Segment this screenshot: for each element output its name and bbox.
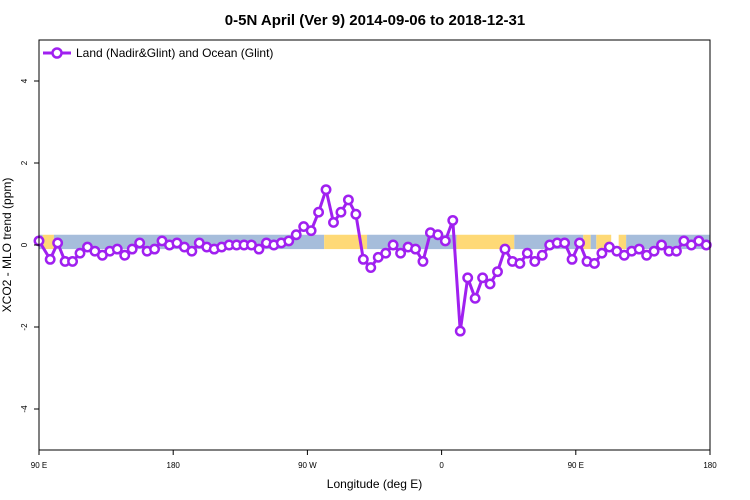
data-point-72 [574, 237, 585, 249]
x-tick-label-2: 90 W [298, 461, 317, 470]
data-point-1 [44, 253, 56, 265]
data-point-34 [290, 229, 302, 241]
data-point-50 [410, 243, 421, 255]
data-point-83 [656, 239, 667, 251]
data-point-13 [134, 237, 146, 249]
data-point-51 [417, 255, 429, 267]
data-point-11 [119, 249, 131, 261]
x-tick-label-5: 180 [703, 461, 717, 470]
data-point-58 [469, 292, 481, 304]
legend-entry-label: Land (Nadir&Glint) and Ocean (Glint) [76, 46, 273, 60]
data-point-59 [477, 272, 489, 284]
data-point-42 [350, 208, 362, 220]
data-point-89 [700, 239, 712, 251]
series-layer [33, 184, 712, 337]
data-point-38 [320, 184, 332, 196]
x-tick-label-0: 90 E [31, 461, 47, 470]
data-point-71 [566, 253, 578, 265]
data-point-2 [52, 237, 64, 249]
data-point-44 [365, 262, 377, 273]
chart-title: 0-5N April (Ver 9) 2014-09-06 to 2018-12… [225, 12, 525, 29]
data-point-36 [305, 225, 317, 237]
data-point-64 [514, 258, 526, 269]
data-point-5 [74, 247, 86, 259]
data-point-55 [447, 214, 459, 226]
data-point-61 [492, 266, 503, 278]
data-point-33 [283, 235, 295, 247]
data-point-65 [521, 247, 533, 259]
data-point-67 [536, 249, 548, 261]
data-point-75 [596, 247, 608, 259]
x-axis: 90 E 180 90 W 0 90 E 180 [31, 450, 717, 470]
y-tick-label-1: -2 [20, 323, 29, 331]
data-point-82 [648, 245, 660, 257]
data-point-48 [395, 247, 407, 259]
data-point-62 [499, 243, 511, 255]
y-tick-label-3: 2 [20, 160, 29, 165]
x-tick-label-3: 0 [439, 461, 444, 470]
data-point-41 [342, 194, 354, 206]
series-line-0 [37, 188, 707, 333]
data-point-80 [633, 243, 645, 255]
data-point-20 [186, 245, 198, 257]
data-point-60 [484, 278, 496, 290]
y-axis: -4 -2 0 2 4 [20, 78, 39, 413]
surface-band-land-11 [618, 234, 627, 250]
y-axis-label: XCO2 - MLO trend (ppm) [0, 178, 14, 313]
data-point-4 [67, 255, 79, 267]
y-tick-label-2: 0 [20, 242, 29, 247]
data-point-70 [559, 237, 571, 249]
legend-marker [51, 47, 63, 59]
data-point-54 [439, 235, 451, 247]
data-point-40 [335, 206, 347, 218]
data-point-15 [149, 243, 161, 255]
data-point-56 [454, 325, 466, 337]
data-point-53 [432, 229, 444, 241]
x-tick-label-4: 90 E [568, 461, 584, 470]
legend: Land (Nadir&Glint) and Ocean (Glint) [43, 46, 273, 60]
x-axis-label: Longitude (deg E) [327, 477, 422, 491]
surface-band-ocean-9 [590, 234, 597, 250]
data-point-43 [357, 253, 369, 265]
data-point-29 [253, 243, 265, 255]
data-point-85 [671, 245, 682, 257]
data-point-74 [588, 258, 600, 269]
surface-band-land-1 [42, 234, 54, 250]
data-point-47 [387, 239, 399, 251]
data-point-37 [313, 206, 325, 218]
surface-band-land-4 [324, 234, 368, 250]
x-tick-label-1: 180 [167, 461, 181, 470]
data-point-46 [380, 247, 392, 259]
y-tick-label-0: -4 [20, 405, 29, 413]
data-point-10 [111, 243, 123, 255]
y-tick-label-4: 4 [20, 78, 29, 83]
data-point-57 [462, 272, 474, 284]
data-point-39 [328, 217, 339, 228]
surface-band-land-6 [456, 234, 515, 250]
data-point-12 [126, 243, 138, 255]
surface-band-land-8 [583, 234, 591, 250]
data-point-66 [529, 255, 541, 267]
